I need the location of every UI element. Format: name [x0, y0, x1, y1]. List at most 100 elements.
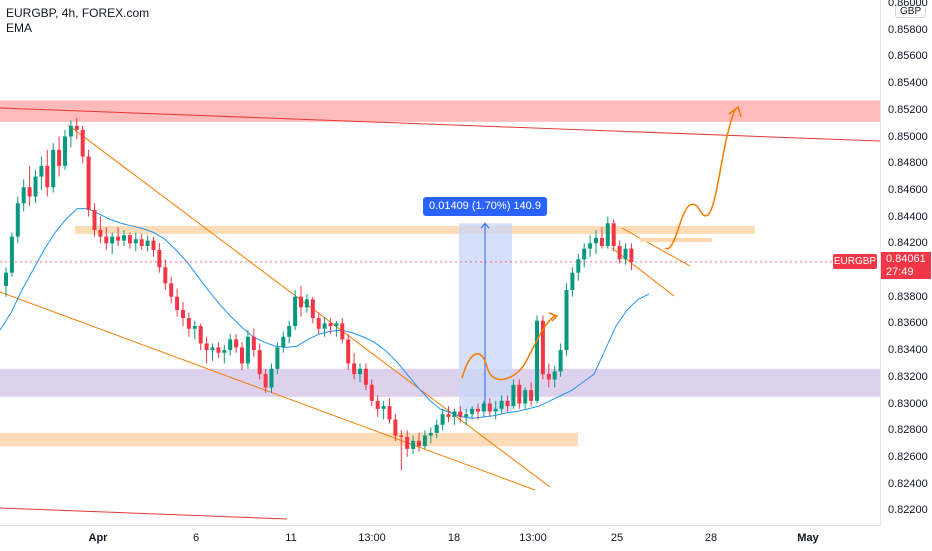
candle-body [611, 223, 616, 246]
candle-body [517, 384, 522, 404]
legend-title: EURGBP, 4h, FOREX.com [6, 6, 150, 20]
candle-body [381, 406, 386, 409]
candle-body [481, 403, 486, 412]
candle-body [163, 267, 168, 284]
candle-body [523, 390, 528, 404]
candle-body [133, 239, 138, 244]
price-tick: 0.84200 [888, 237, 928, 250]
price-tick: 0.85400 [888, 77, 928, 90]
candle-body [405, 436, 410, 449]
candle-body [21, 187, 26, 204]
candle-body [293, 296, 298, 327]
candle-body [192, 326, 197, 329]
candle-body [157, 249, 162, 268]
candle-body [275, 347, 280, 369]
candle-body [316, 318, 321, 329]
resistance-zone [0, 100, 880, 122]
time-axis[interactable]: Apr 6 11 13:00 18 13:00 25 28 May [0, 525, 880, 551]
price-axis[interactable]: GBP 0.86000 0.85800 0.85600 0.85400 0.85200 0… [880, 0, 932, 525]
candle-body [375, 400, 380, 409]
candle-body [15, 203, 20, 237]
candle-body [122, 235, 126, 241]
candle-body [45, 165, 50, 188]
candle-body [63, 136, 67, 166]
price-tick: 0.82200 [888, 504, 928, 517]
candle-body [446, 414, 451, 417]
candle-body [27, 187, 32, 197]
candle-body [334, 323, 339, 327]
candle-body [74, 125, 79, 130]
chart-plot-area[interactable] [0, 0, 880, 525]
symbol-price-label: EURGBP [833, 253, 877, 269]
candle-body [623, 248, 628, 260]
flag-zone [640, 238, 712, 242]
time-tick: 13:00 [358, 532, 386, 544]
candle-body [310, 299, 315, 319]
candle-body [328, 323, 333, 327]
candle-body [428, 432, 433, 436]
candle-body [452, 411, 457, 417]
price-tick: 0.84800 [888, 157, 928, 170]
candle-body [358, 368, 362, 375]
candle-body [228, 339, 233, 351]
candle-body [57, 149, 62, 166]
candle-body [535, 320, 539, 401]
candle-body [304, 299, 309, 308]
candle-body [204, 343, 209, 351]
legend-indicator: EMA [6, 21, 33, 35]
upper-support-zone [75, 225, 755, 234]
last-price-tag: 0.84061 27:49 [881, 251, 931, 279]
candle-body [505, 400, 510, 407]
candle-body [269, 368, 274, 388]
candle-body [470, 408, 475, 415]
last-price-value: 0.84061 [886, 252, 926, 265]
candle-body [222, 350, 227, 353]
candle-body [511, 384, 516, 407]
candle-body [476, 408, 480, 412]
price-tick: 0.83600 [888, 317, 928, 330]
measure-label[interactable]: 0.01409 (1.70%) 140.9 [423, 197, 547, 217]
candle-body [181, 310, 185, 319]
candle-body [92, 209, 97, 230]
candle-body [629, 248, 634, 262]
candle-body [116, 236, 121, 241]
currency-label: GBP [895, 5, 927, 18]
candle-body [139, 239, 144, 246]
candle-body [540, 320, 545, 375]
candle-body [346, 339, 351, 364]
projection-arrow-2 [728, 105, 742, 118]
candle-body [4, 272, 8, 287]
candle-body [558, 350, 563, 372]
candle-body [240, 347, 244, 364]
candle-body [198, 326, 203, 344]
candle-body [605, 223, 610, 246]
price-tick: 0.82800 [888, 424, 928, 437]
price-tick: 0.82600 [888, 450, 928, 463]
time-tick: May [797, 532, 819, 544]
lower-red-line [0, 507, 288, 520]
candle-body [86, 156, 91, 210]
candle-body [251, 336, 256, 351]
candle-body [529, 390, 534, 401]
candle-body [287, 326, 292, 337]
chart-canvas[interactable] [0, 0, 880, 525]
candle-body [352, 363, 357, 375]
time-tick: 6 [192, 532, 200, 544]
candle-body [216, 347, 221, 353]
candle-body [110, 236, 115, 244]
time-tick: 11 [285, 532, 297, 544]
candle-body [98, 229, 103, 237]
candle-body [399, 435, 404, 437]
resistance-trendline [0, 107, 880, 142]
candle-body [281, 336, 286, 348]
bar-countdown: 27:49 [886, 265, 914, 278]
flag-upper [621, 227, 691, 267]
candle-body [582, 248, 587, 260]
time-tick: 13:00 [519, 532, 547, 544]
candle-body [458, 411, 463, 417]
candle-body [570, 272, 575, 291]
candle-body [186, 318, 191, 329]
projection-path-2 [664, 109, 736, 250]
candle-body [263, 374, 268, 388]
candle-body [68, 125, 73, 137]
